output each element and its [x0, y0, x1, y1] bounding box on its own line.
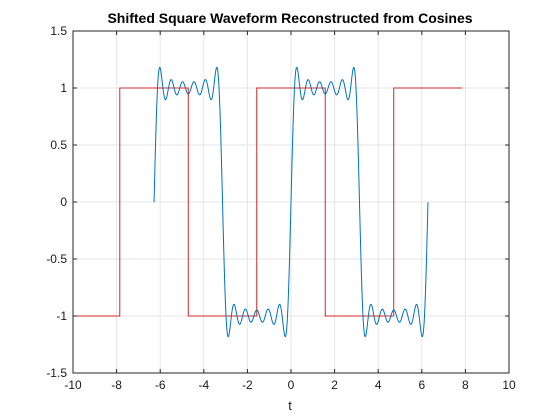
y-tick-label: 0 — [60, 195, 67, 209]
ticks: -10 -8 -6 -4 -2 0 2 4 6 8 10 -1.5 -1 -0.5 0 0.5 1 1.5 — [46, 24, 516, 392]
x-tick-label: -10 — [64, 378, 82, 392]
x-tick-label: -2 — [242, 378, 253, 392]
y-tick-label: 1 — [60, 81, 67, 95]
x-tick-label: 6 — [418, 378, 425, 392]
y-tick-label: -0.5 — [46, 252, 67, 266]
y-tick-label: -1.5 — [46, 366, 67, 380]
x-tick-label: -6 — [155, 378, 166, 392]
plot-area: -10 -8 -6 -4 -2 0 2 4 6 8 10 -1.5 -1 -0.5 0 0.5 1 1.5 — [46, 24, 516, 392]
series-layer — [73, 66, 463, 338]
chart-title: Shifted Square Waveform Reconstructed fr… — [107, 10, 472, 26]
x-tick-label: 0 — [288, 378, 295, 392]
x-tick-label: 2 — [331, 378, 338, 392]
x-tick-label: 8 — [462, 378, 469, 392]
y-tick-label: 0.5 — [50, 138, 67, 152]
square-wave-line — [73, 87, 463, 317]
x-tick-label: -8 — [111, 378, 122, 392]
x-tick-label: -4 — [198, 378, 209, 392]
fourier-reconstruction-line — [153, 66, 429, 338]
y-tick-label: -1 — [56, 309, 67, 323]
x-tick-label: 4 — [375, 378, 382, 392]
y-tick-label: 1.5 — [50, 24, 67, 38]
x-axis-label: t — [288, 398, 292, 413]
x-tick-label: 10 — [502, 378, 516, 392]
